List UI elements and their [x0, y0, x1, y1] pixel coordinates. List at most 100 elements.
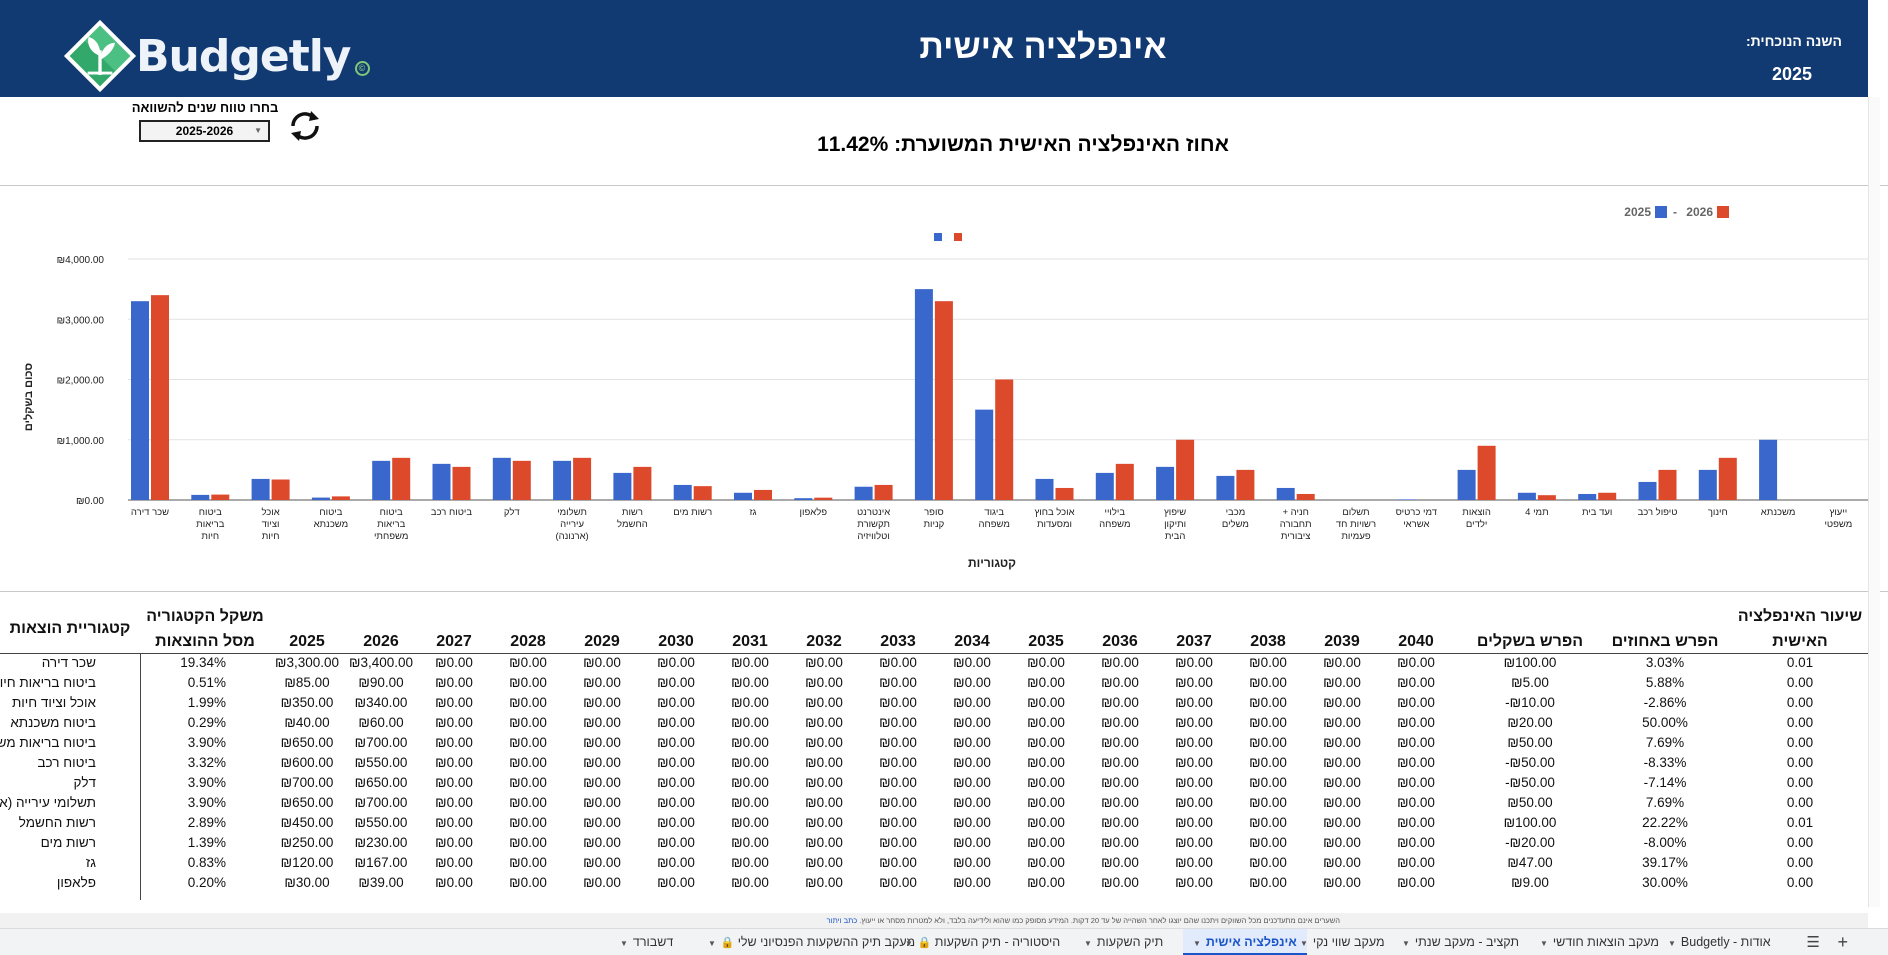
- row-weight: 3.90%: [187, 775, 226, 790]
- row-year-value: ₪0.00: [509, 755, 547, 770]
- row-year-value: ₪0.00: [1175, 835, 1213, 850]
- tab-menu-caret-icon[interactable]: ▼: [1084, 939, 1092, 948]
- row-year-value: ₪0.00: [1249, 795, 1287, 810]
- tab-menu-caret-icon[interactable]: ▼: [1300, 939, 1308, 948]
- comparison-bar-chart[interactable]: ₪0.00 ₪1,000.00 ₪2,000.00 ₪3,000.00 ₪4,000.0…: [0, 185, 1868, 590]
- row-diff-percent: 30.00%: [1642, 875, 1688, 890]
- row-year-value: ₪167.00: [354, 855, 408, 870]
- row-year-value: ₪0.00: [805, 855, 843, 870]
- row-year-value: ₪60.00: [358, 715, 404, 730]
- row-year-value: ₪0.00: [1175, 735, 1213, 750]
- sheet-tab-4[interactable]: תיק השקעות ▼: [1084, 929, 1163, 955]
- row-year-value: ₪0.00: [1397, 835, 1435, 850]
- budgetly-logo: Budgetly ©: [62, 18, 370, 94]
- tab-menu-caret-icon[interactable]: ▼: [1193, 939, 1201, 948]
- tab-menu-caret-icon[interactable]: ▼: [1540, 939, 1548, 948]
- row-year-value: ₪0.00: [583, 755, 621, 770]
- row-year-value: ₪0.00: [435, 815, 473, 830]
- tab-menu-caret-icon[interactable]: ▼: [1402, 939, 1410, 948]
- row-year-value: ₪0.00: [1249, 735, 1287, 750]
- row-year-value: ₪0.00: [509, 695, 547, 710]
- all-sheets-menu-icon[interactable]: ☰: [1806, 934, 1820, 951]
- row-year-value: ₪0.00: [1027, 735, 1065, 750]
- header-year-2035: 2035: [1028, 633, 1064, 650]
- registered-mark: ©: [354, 60, 370, 76]
- disclaimer-link[interactable]: כתב ויתור: [826, 916, 858, 925]
- x-tick-label: דמי כרטיס אשראי: [1396, 507, 1437, 530]
- row-inflation-rate: 0.01: [1786, 655, 1814, 670]
- row-year-value: ₪0.00: [1175, 755, 1213, 770]
- x-tick-label: תשלום רשויות חד פעמיות: [1336, 506, 1376, 542]
- sheet-tab-9[interactable]: אודות - Budgetly ▼: [1668, 929, 1771, 955]
- row-year-value: ₪0.00: [1027, 835, 1065, 850]
- vertical-scrollbar[interactable]: [1868, 97, 1880, 907]
- refresh-icon[interactable]: [287, 108, 323, 144]
- row-year-value: ₪0.00: [583, 735, 621, 750]
- row-year-value: ₪650.00: [280, 795, 334, 810]
- tab-menu-caret-icon[interactable]: ▼: [620, 939, 628, 948]
- row-year-value: ₪0.00: [509, 655, 547, 670]
- x-tick-label: ביגוד משפחה: [978, 507, 1009, 530]
- row-year-value: ₪0.00: [1323, 775, 1361, 790]
- row-year-value: ₪0.00: [435, 775, 473, 790]
- sheet-tab-2[interactable]: מעקב תיק ההשקעות הפנסיוני שלי 🔒 ▼: [708, 929, 915, 955]
- row-year-value: ₪0.00: [1323, 835, 1361, 850]
- sheet-tab-1[interactable]: דשבורד ▼: [620, 929, 673, 955]
- row-inflation-rate: 0.00: [1786, 715, 1814, 730]
- row-year-value: ₪0.00: [1323, 875, 1361, 890]
- bar-2025-24: [1517, 492, 1536, 500]
- row-diff-percent: -7.14%: [1643, 775, 1687, 790]
- row-category: ביטוח משכנתא: [10, 715, 96, 730]
- sheet-tab-5[interactable]: אינפלציה אישית▼: [1183, 929, 1307, 955]
- sheet-tab-7[interactable]: תקציב - מעקב שנתי ▼: [1402, 929, 1519, 955]
- bar-2025-14: [914, 289, 933, 500]
- sheet-tab-8[interactable]: מעקב הוצאות חודשי ▼: [1540, 929, 1659, 955]
- row-diff-percent: 5.88%: [1645, 675, 1685, 690]
- tab-menu-caret-icon[interactable]: ▼: [905, 939, 913, 948]
- header-year-2038: 2038: [1250, 633, 1286, 650]
- row-year-value: ₪0.00: [1027, 815, 1065, 830]
- row-weight: 19.34%: [180, 655, 226, 670]
- row-year-value: ₪600.00: [280, 755, 334, 770]
- header-year-2037: 2037: [1176, 633, 1212, 650]
- row-diff-percent: -8.33%: [1643, 755, 1687, 770]
- legend-label-2026: 2026: [1686, 205, 1713, 219]
- row-year-value: ₪0.00: [435, 695, 473, 710]
- row-year-value: ₪0.00: [805, 715, 843, 730]
- row-year-value: ₪0.00: [879, 835, 917, 850]
- x-tick-label: משכנתא: [1761, 507, 1796, 518]
- add-sheet-icon[interactable]: +: [1837, 932, 1848, 952]
- row-category: אוכל וציוד חיות: [11, 695, 96, 710]
- y-tick-label: ₪0.00: [76, 496, 104, 507]
- row-year-value: ₪0.00: [1249, 835, 1287, 850]
- logo-text: Budgetly: [136, 30, 351, 82]
- bar-2025-3: [251, 478, 270, 500]
- y-tick-label: ₪4,000.00: [57, 255, 105, 266]
- row-year-value: ₪0.00: [953, 815, 991, 830]
- row-category: שכר דירה: [41, 655, 96, 670]
- table-column-divider: [140, 653, 141, 900]
- row-year-value: ₪0.00: [879, 815, 917, 830]
- sheet-tab-6[interactable]: מעקב שווי נקי ▼: [1300, 929, 1385, 955]
- row-inflation-rate: 0.00: [1786, 875, 1814, 890]
- y-tick-label: ₪3,000.00: [57, 315, 105, 326]
- row-year-value: ₪0.00: [657, 715, 695, 730]
- tab-menu-caret-icon[interactable]: ▼: [708, 939, 716, 948]
- row-year-value: ₪0.00: [657, 775, 695, 790]
- row-year-value: ₪3,400.00: [348, 655, 413, 670]
- row-diff-shekel: -₪20.00: [1505, 835, 1555, 850]
- row-year-value: ₪0.00: [1101, 875, 1139, 890]
- row-year-value: ₪0.00: [1101, 835, 1139, 850]
- year-range-dropdown[interactable]: 2025-2026 ▼: [139, 120, 270, 142]
- row-category: רשות החשמל: [18, 815, 96, 830]
- row-weight: 3.90%: [187, 735, 226, 750]
- tab-menu-caret-icon[interactable]: ▼: [1668, 939, 1676, 948]
- row-year-value: ₪0.00: [953, 735, 991, 750]
- row-year-value: ₪0.00: [953, 715, 991, 730]
- sheet-tab-label: היסטוריה - תיק השקעות: [934, 935, 1061, 949]
- header-year-2027: 2027: [436, 633, 472, 650]
- sheet-tab-bar: + ☰ דשבורד▼ מעקב תיק ההשקעות הפנסיוני שלי…: [0, 928, 1888, 955]
- row-year-value: ₪0.00: [1175, 715, 1213, 730]
- sheet-tab-3[interactable]: היסטוריה - תיק השקעות 🔒 ▼: [905, 929, 1060, 955]
